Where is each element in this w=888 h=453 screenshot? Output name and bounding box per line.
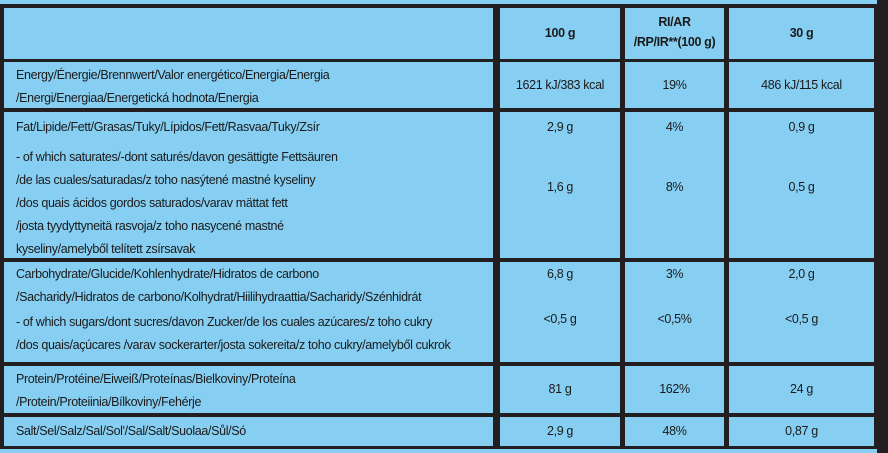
nutrient-label-cell: Protein/Protéine/Eiweiß/Proteínas/Bielko… xyxy=(4,366,493,413)
value-per-30g: 0,87 g xyxy=(785,424,818,438)
value-per-100g: 1621 kJ/383 kcal xyxy=(515,78,605,92)
header-ri-line: RI/AR xyxy=(658,15,691,29)
nutrient-label-line: Carbohydrate/Glucide/Kohlenhydrate/Hidra… xyxy=(16,267,319,281)
value-per-100g: 2,9 g xyxy=(546,120,574,134)
nutrient-label-line: /de las cuales/saturadas/z toho nasýtené… xyxy=(16,173,316,187)
value-ri: 19% xyxy=(662,78,687,92)
value-ri: 48% xyxy=(662,424,687,438)
ri-cell: 162% xyxy=(625,366,724,413)
per-30g-cell: 0,9 g 0,5 g xyxy=(729,112,874,258)
value-ri: 3% xyxy=(665,267,684,281)
top-strip xyxy=(0,0,877,4)
per-30g-cell: 2,0 g <0,5 g xyxy=(729,262,874,362)
ri-cell: 3% <0,5% xyxy=(625,262,724,362)
nutrient-label-line: - of which saturates/-dont saturés/davon… xyxy=(16,150,338,164)
value-ri: 8% xyxy=(665,180,684,194)
value-per-100g: 6,8 g xyxy=(546,267,574,281)
value-per-100g: <0,5 g xyxy=(543,312,577,326)
per-100g-cell: 2,9 g xyxy=(500,417,620,446)
header-ri-line: /RP/IR**(100 g) xyxy=(633,35,716,49)
value-per-30g: 0,9 g xyxy=(788,120,815,134)
value-per-100g: 1,6 g xyxy=(546,180,574,194)
bottom-strip xyxy=(0,449,877,453)
per-100g-cell: 2,9 g 1,6 g xyxy=(500,112,620,258)
value-per-30g: 0,5 g xyxy=(788,180,815,194)
per-30g-cell: 24 g xyxy=(729,366,874,413)
nutrient-label-line: /dos quais/açúcares /varav sockerarter/j… xyxy=(16,338,451,352)
value-per-30g: 24 g xyxy=(790,382,813,396)
nutrient-label-line: /Sacharidy/Hidratos de carbono/Kolhydrat… xyxy=(16,290,422,304)
nutrient-label-line: /Energi/Energiaa/Energetická hodnota/Ene… xyxy=(16,91,259,105)
ri-cell: 19% xyxy=(625,62,724,108)
nutrient-label-line: Protein/Protéine/Eiweiß/Proteínas/Bielko… xyxy=(16,372,296,386)
value-ri: 162% xyxy=(659,382,690,396)
header-label-cell xyxy=(4,8,493,59)
nutrient-label-line: Salt/Sel/Salz/Sal/Sol'/Sal/Salt/Suolaa/S… xyxy=(16,424,246,438)
ri-cell: 4% 8% xyxy=(625,112,724,258)
value-per-30g: <0,5 g xyxy=(784,312,818,326)
header-30g: 30 g xyxy=(729,8,874,59)
value-ri: 4% xyxy=(665,120,684,134)
nutrient-label-cell: Carbohydrate/Glucide/Kohlenhydrate/Hidra… xyxy=(4,262,493,362)
value-per-100g: 81 g xyxy=(548,382,572,396)
nutrient-label-line: /josta tyydyttyneitä rasvoja/z toho nasy… xyxy=(16,219,284,233)
nutrient-label-line: - of which sugars/dont sucres/davon Zuck… xyxy=(16,315,432,329)
header-ri: RI/AR/RP/IR**(100 g) xyxy=(625,8,724,59)
nutrient-label-line: Energy/Énergie/Brennwert/Valor energétic… xyxy=(16,68,330,82)
value-ri: <0,5% xyxy=(657,312,692,326)
value-per-30g: 486 kJ/115 kcal xyxy=(761,78,842,92)
header-30g-text: 30 g xyxy=(789,26,814,40)
value-per-100g: 2,9 g xyxy=(546,424,574,438)
nutrient-label-line: /dos quais ácidos gordos saturados/varav… xyxy=(16,196,288,210)
nutrient-label-cell: Energy/Énergie/Brennwert/Valor energétic… xyxy=(4,62,493,108)
nutrient-label-line: kyseliny/amelyből telített zsírsavak xyxy=(16,242,196,256)
nutrient-label-line: /Protein/Proteiinia/Bílkoviny/Fehérje xyxy=(16,395,202,409)
nutrient-label-cell: Salt/Sel/Salz/Sal/Sol'/Sal/Salt/Suolaa/S… xyxy=(4,417,493,446)
per-100g-cell: 6,8 g <0,5 g xyxy=(500,262,620,362)
value-per-30g: 2,0 g xyxy=(788,267,815,281)
header-100g: 100 g xyxy=(500,8,620,59)
nutrient-label-cell: Fat/Lipide/Fett/Grasas/Tuky/Lípidos/Fett… xyxy=(4,112,493,258)
ri-cell: 48% xyxy=(625,417,724,446)
per-30g-cell: 486 kJ/115 kcal xyxy=(729,62,874,108)
per-30g-cell: 0,87 g xyxy=(729,417,874,446)
header-100g-text: 100 g xyxy=(544,26,576,40)
per-100g-cell: 1621 kJ/383 kcal xyxy=(500,62,620,108)
per-100g-cell: 81 g xyxy=(500,366,620,413)
nutrient-label-line: Fat/Lipide/Fett/Grasas/Tuky/Lípidos/Fett… xyxy=(16,120,320,134)
